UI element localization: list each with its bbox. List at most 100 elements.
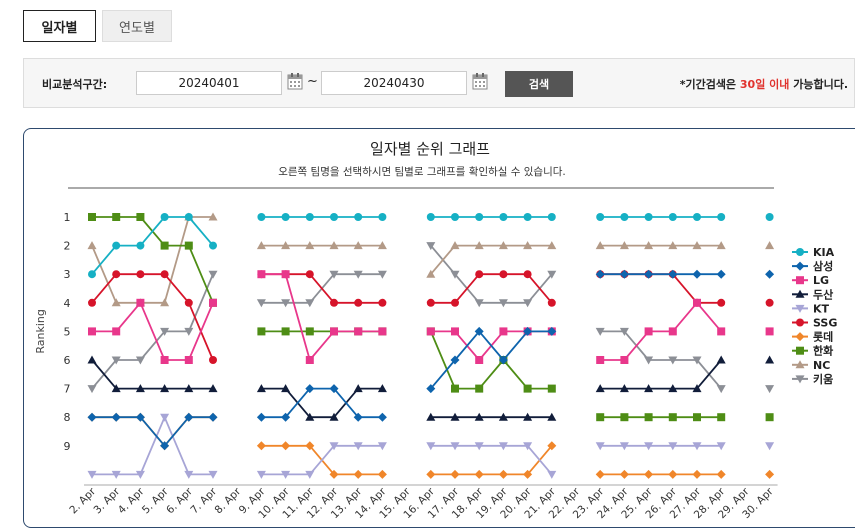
data-point xyxy=(499,327,508,336)
start-date-input[interactable]: 20240401 xyxy=(136,71,282,95)
filter-bar: 비교분석구간: 20240401 ~ 20240430 검색 *기간검색은 30… xyxy=(23,58,855,108)
legend-item[interactable]: 롯데 xyxy=(792,330,833,344)
data-point xyxy=(692,356,702,365)
data-point xyxy=(305,270,314,279)
data-point xyxy=(765,298,774,307)
data-point xyxy=(795,289,805,298)
legend-item[interactable]: 키움 xyxy=(792,372,833,386)
data-point xyxy=(329,469,339,479)
data-point xyxy=(668,269,678,279)
legend-item[interactable]: 한화 xyxy=(792,344,833,358)
series-line xyxy=(91,216,213,304)
legend-item[interactable]: 삼성 xyxy=(792,259,833,273)
data-point xyxy=(765,241,775,250)
data-point xyxy=(329,412,339,421)
data-point xyxy=(377,469,387,479)
series-line xyxy=(91,273,214,390)
y-tick-label: 8 xyxy=(64,411,71,424)
legend-item[interactable]: KIA xyxy=(792,246,835,259)
data-point xyxy=(353,469,363,479)
data-point xyxy=(595,327,605,336)
data-point xyxy=(281,299,291,308)
data-point xyxy=(668,384,678,393)
data-point xyxy=(87,355,97,364)
data-point xyxy=(256,412,266,422)
data-point xyxy=(353,412,363,422)
data-point xyxy=(88,213,96,221)
data-point xyxy=(523,270,532,279)
data-point xyxy=(692,241,702,250)
data-point xyxy=(281,412,291,422)
data-point xyxy=(353,270,363,279)
y-tick-label: 9 xyxy=(64,440,71,453)
data-point xyxy=(716,241,726,250)
chart-title: 일자별 순위 그래프 xyxy=(370,140,490,158)
legend-item[interactable]: NC xyxy=(792,359,830,372)
range-separator: ~ xyxy=(307,74,318,89)
data-point xyxy=(765,213,774,221)
data-point xyxy=(668,413,677,422)
data-point xyxy=(426,327,435,336)
y-tick-label: 1 xyxy=(64,211,71,224)
search-button[interactable]: 검색 xyxy=(505,71,573,97)
data-point xyxy=(716,269,726,279)
data-point xyxy=(330,213,338,221)
data-point xyxy=(329,241,339,250)
period-note: *기간검색은 30일 이내 가능합니다. xyxy=(680,76,848,92)
calendar-icon[interactable] xyxy=(287,72,303,90)
legend-item[interactable]: KT xyxy=(792,302,830,315)
data-point xyxy=(209,241,217,250)
data-point xyxy=(451,384,459,393)
data-point xyxy=(644,241,654,250)
data-point xyxy=(160,298,170,307)
legend-label: KIA xyxy=(813,246,835,259)
series-키움 xyxy=(87,242,775,394)
legend-item[interactable]: 두산 xyxy=(792,287,833,301)
legend-label: 롯데 xyxy=(813,330,833,344)
data-point xyxy=(595,241,605,250)
data-point xyxy=(377,384,387,393)
data-point xyxy=(796,276,804,285)
data-point xyxy=(184,412,194,422)
tab-yearly[interactable]: 연도별 xyxy=(102,10,172,42)
data-point xyxy=(692,469,702,479)
data-point xyxy=(523,384,532,393)
series-line xyxy=(430,445,553,476)
legend-item[interactable]: SSG xyxy=(792,317,837,330)
end-date-input[interactable]: 20240430 xyxy=(321,71,467,95)
legend-label: NC xyxy=(813,359,830,372)
data-point xyxy=(87,412,97,422)
legend-item[interactable]: LG xyxy=(792,274,829,287)
series-KT xyxy=(87,413,775,479)
data-point xyxy=(160,241,169,250)
data-point xyxy=(716,355,726,364)
data-point xyxy=(378,298,387,307)
calendar-icon[interactable] xyxy=(472,72,488,90)
data-point xyxy=(716,442,726,451)
period-label: 비교분석구간: xyxy=(42,78,108,91)
note-text: 가능합니다. xyxy=(789,78,848,91)
data-point xyxy=(281,384,291,393)
data-point xyxy=(426,269,436,278)
legend-label: 두산 xyxy=(813,287,833,301)
data-point xyxy=(111,470,121,479)
data-point xyxy=(619,241,629,250)
data-point xyxy=(87,241,97,250)
data-point xyxy=(160,413,170,422)
y-tick-label: 4 xyxy=(64,297,71,310)
y-axis-label: Ranking xyxy=(34,309,47,354)
data-point xyxy=(795,304,805,313)
data-point xyxy=(353,384,363,393)
data-point xyxy=(208,412,218,422)
data-point xyxy=(596,356,605,364)
data-point xyxy=(692,384,702,393)
data-point xyxy=(668,469,678,479)
legend-label: LG xyxy=(813,274,829,287)
data-point xyxy=(329,384,339,394)
tab-daily[interactable]: 일자별 xyxy=(23,10,96,42)
legend-label: 한화 xyxy=(813,344,833,358)
series-NC xyxy=(87,212,775,307)
data-point xyxy=(330,298,338,307)
data-point xyxy=(523,241,533,250)
data-point xyxy=(160,356,169,364)
